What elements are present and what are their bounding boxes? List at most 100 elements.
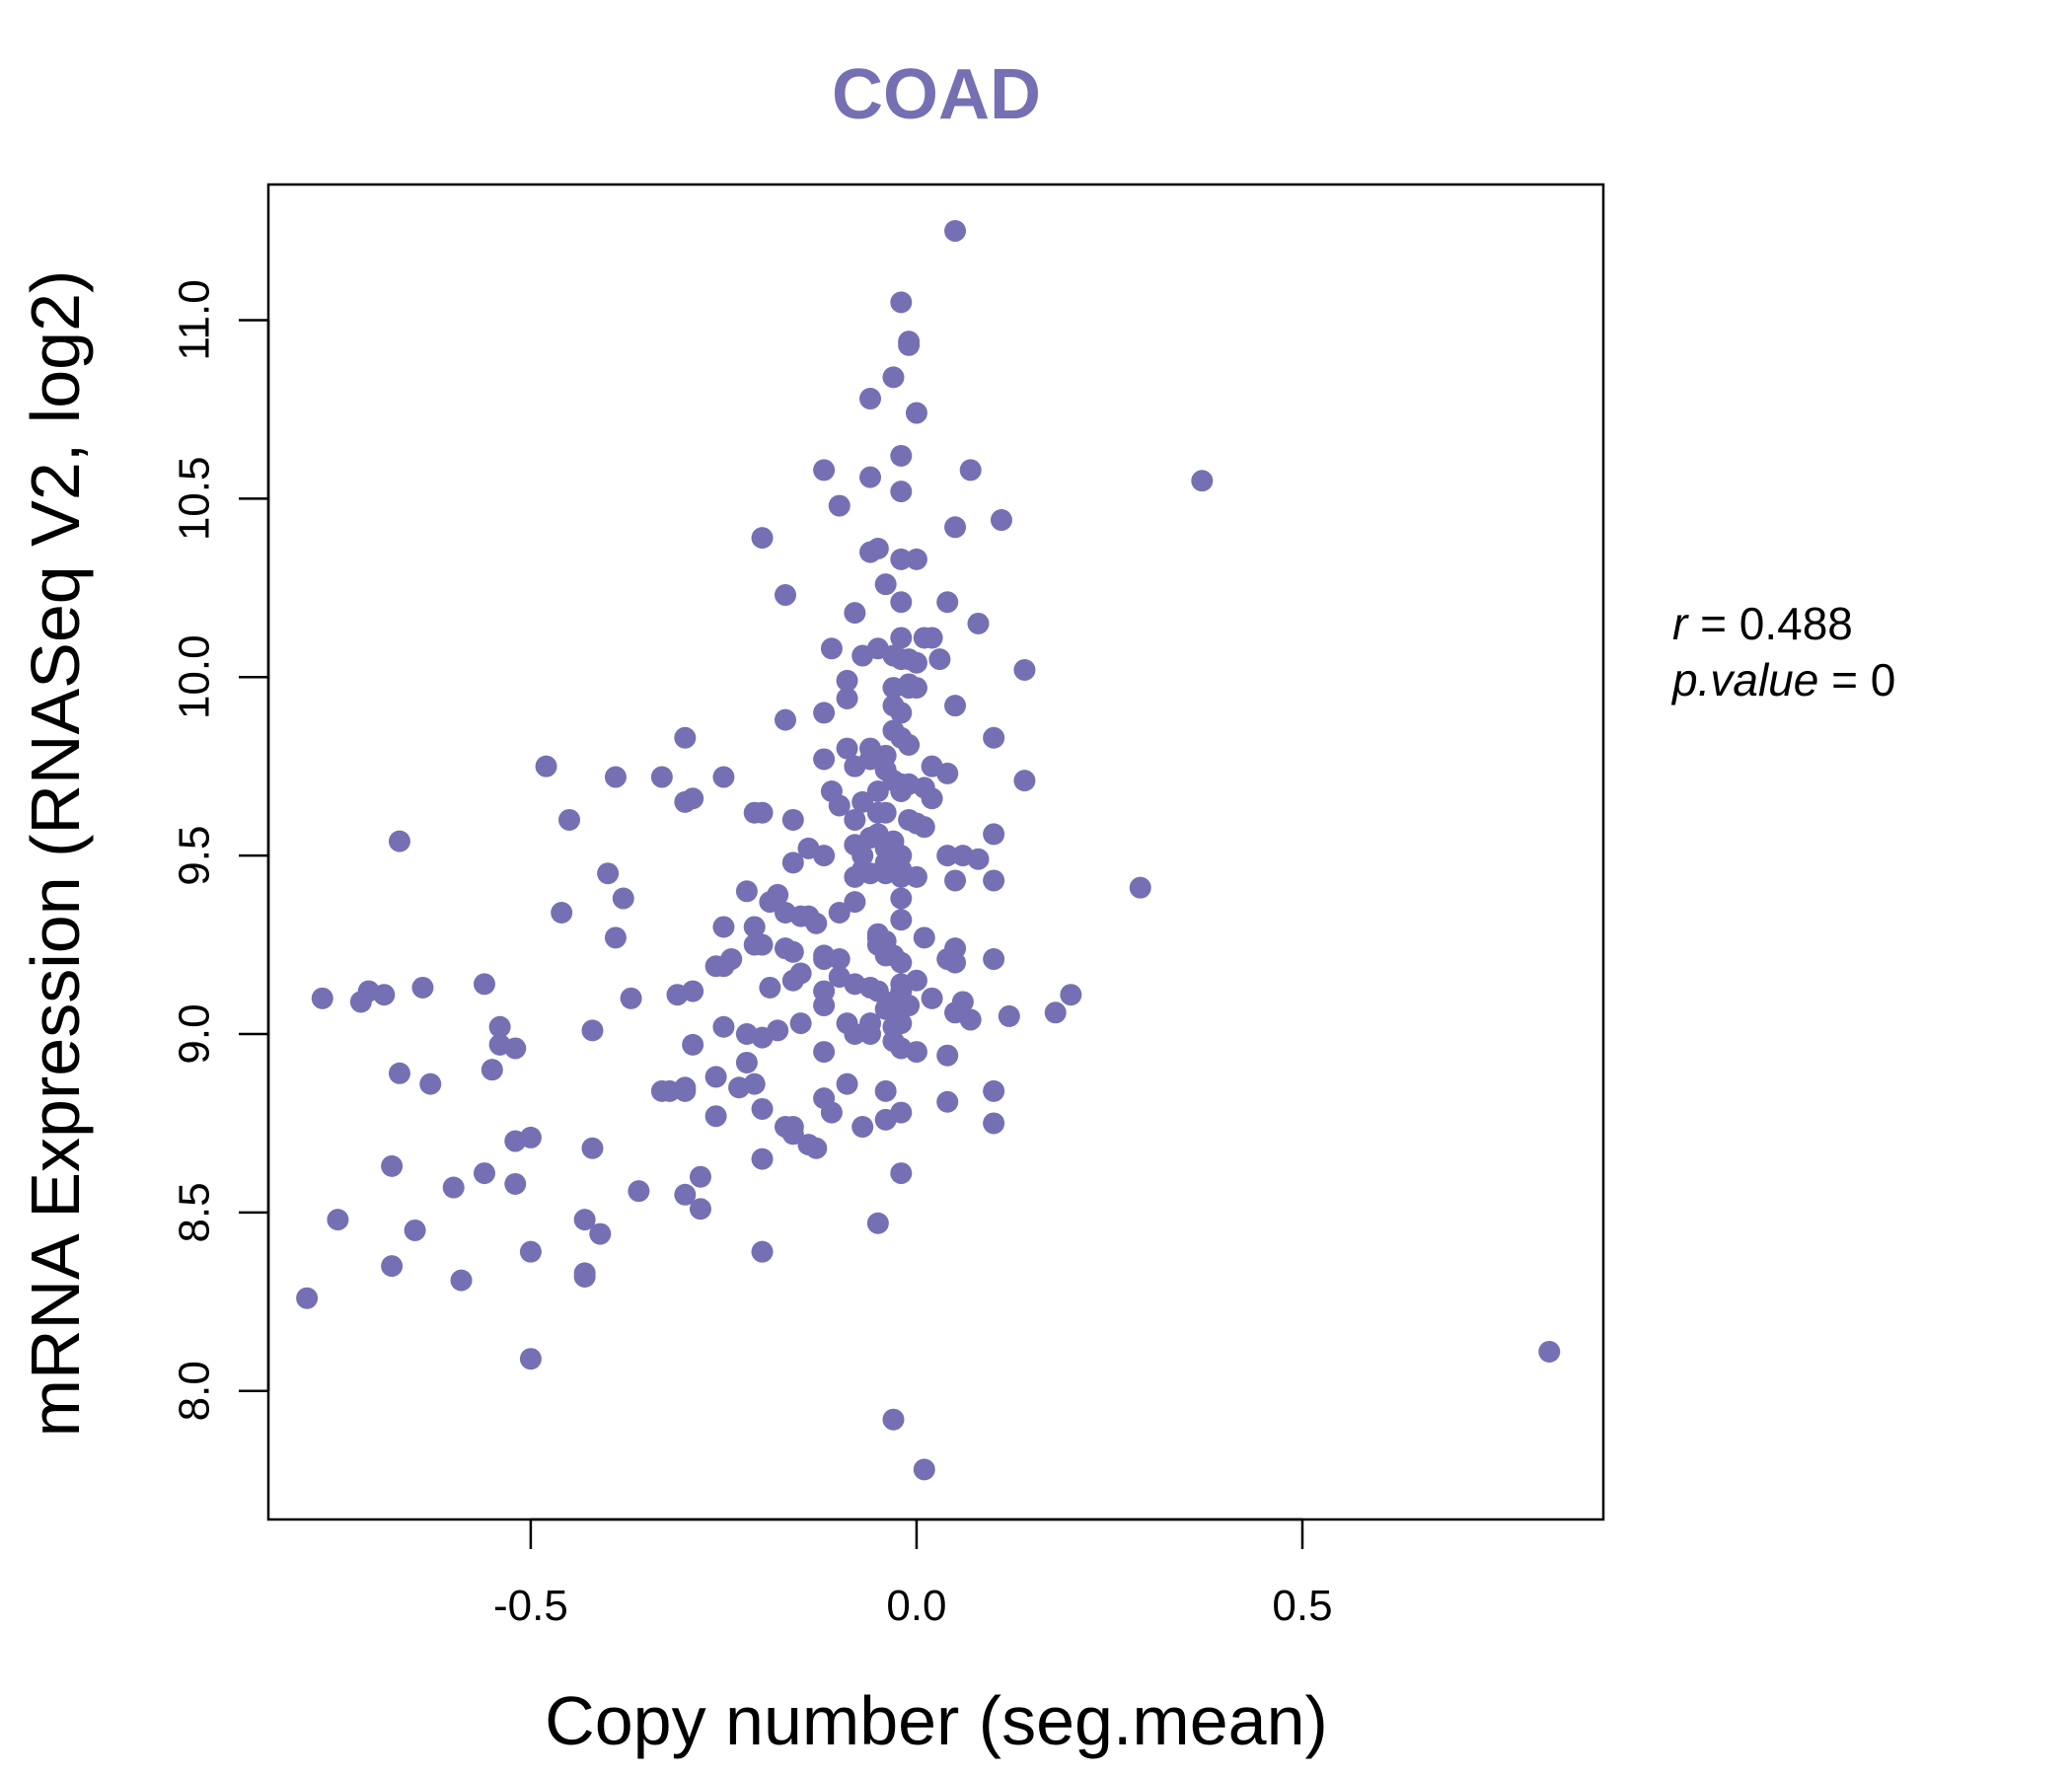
data-point bbox=[388, 1062, 410, 1084]
y-tick-label: 10.0 bbox=[171, 634, 219, 719]
data-point bbox=[774, 937, 796, 960]
data-point bbox=[311, 987, 333, 1009]
data-point bbox=[890, 909, 913, 931]
data-point bbox=[743, 933, 766, 956]
data-point bbox=[751, 1147, 774, 1170]
data-point bbox=[813, 1041, 836, 1064]
data-point bbox=[983, 726, 1005, 749]
data-point bbox=[813, 948, 836, 971]
data-point bbox=[890, 951, 913, 974]
data-point bbox=[481, 1059, 503, 1081]
data-point bbox=[820, 637, 843, 660]
x-tick-label: 0.0 bbox=[886, 1582, 946, 1630]
data-point bbox=[813, 748, 836, 771]
x-tick-label: 0.5 bbox=[1272, 1582, 1332, 1630]
data-point bbox=[674, 1183, 697, 1206]
data-point bbox=[704, 1105, 727, 1128]
data-point bbox=[751, 527, 774, 550]
y-tick-label: 10.5 bbox=[171, 457, 219, 542]
data-point bbox=[781, 1123, 804, 1146]
data-point bbox=[882, 677, 905, 700]
y-tick-label: 8.0 bbox=[171, 1361, 219, 1421]
data-point bbox=[898, 733, 921, 756]
data-point bbox=[882, 995, 905, 1017]
data-point bbox=[936, 591, 959, 614]
data-point bbox=[851, 790, 874, 813]
data-point bbox=[597, 862, 620, 885]
data-point bbox=[859, 1023, 882, 1045]
data-point bbox=[751, 1240, 774, 1263]
data-point bbox=[844, 1023, 866, 1045]
data-point bbox=[712, 916, 735, 938]
data-point bbox=[805, 1137, 828, 1159]
data-point bbox=[774, 708, 796, 731]
data-point bbox=[990, 509, 1012, 532]
data-point bbox=[781, 851, 804, 874]
data-point bbox=[813, 702, 836, 724]
data-point bbox=[998, 1004, 1020, 1027]
data-point bbox=[674, 790, 697, 813]
data-point bbox=[473, 1162, 495, 1185]
y-axis: 8.0 8.5 9.0 9.5 10.0 10.5 11.0 bbox=[171, 279, 270, 1421]
y-tick-label: 11.0 bbox=[171, 279, 219, 360]
data-point bbox=[735, 880, 758, 903]
data-point bbox=[828, 948, 851, 971]
p-symbol: p.value bbox=[1670, 654, 1818, 705]
plot-frame bbox=[266, 183, 1605, 1521]
data-point bbox=[674, 1079, 697, 1102]
y-tick-label: 9.0 bbox=[171, 1003, 219, 1064]
data-point bbox=[797, 905, 820, 927]
data-point bbox=[589, 1222, 612, 1245]
data-point bbox=[936, 1044, 959, 1067]
data-point bbox=[381, 1255, 404, 1278]
data-point bbox=[913, 816, 935, 839]
data-point bbox=[967, 612, 990, 634]
data-point bbox=[573, 1266, 596, 1288]
data-point bbox=[712, 1015, 735, 1038]
data-point bbox=[612, 887, 634, 910]
data-point bbox=[944, 220, 967, 243]
data-point bbox=[967, 848, 990, 870]
data-point bbox=[844, 891, 866, 914]
data-point bbox=[898, 333, 921, 356]
r-statistic: r = 0.488 bbox=[1672, 598, 1853, 649]
data-point bbox=[674, 726, 697, 749]
data-point bbox=[1191, 470, 1214, 492]
data-point bbox=[828, 794, 851, 817]
data-point bbox=[983, 1112, 1005, 1135]
data-point bbox=[689, 1165, 711, 1188]
x-axis-title: Copy number (seg.mean) bbox=[545, 1682, 1328, 1759]
data-point bbox=[905, 651, 927, 674]
data-point bbox=[844, 755, 866, 777]
y-tick-label: 9.5 bbox=[171, 826, 219, 886]
data-point bbox=[890, 773, 913, 795]
data-point bbox=[820, 1101, 843, 1124]
data-point bbox=[388, 830, 410, 852]
data-point bbox=[844, 602, 866, 625]
data-point bbox=[735, 1051, 758, 1073]
data-point bbox=[890, 702, 913, 724]
data-point bbox=[859, 466, 882, 488]
data-point bbox=[581, 1137, 604, 1159]
data-point bbox=[944, 951, 967, 974]
data-point bbox=[983, 869, 1005, 892]
data-point bbox=[959, 1008, 982, 1031]
data-point bbox=[682, 1033, 704, 1056]
data-point bbox=[658, 1079, 681, 1102]
data-point bbox=[296, 1287, 319, 1309]
data-point bbox=[882, 1408, 905, 1431]
data-point bbox=[866, 923, 889, 945]
data-point bbox=[551, 902, 573, 924]
data-point bbox=[936, 845, 959, 867]
x-tick-label: -0.5 bbox=[493, 1582, 568, 1630]
data-point bbox=[781, 969, 804, 992]
data-point bbox=[844, 808, 866, 831]
data-point bbox=[882, 366, 905, 389]
data-point bbox=[882, 719, 905, 742]
data-point bbox=[859, 388, 882, 410]
data-point bbox=[712, 766, 735, 788]
data-point bbox=[890, 591, 913, 614]
data-point bbox=[581, 1019, 604, 1042]
data-point bbox=[349, 991, 372, 1013]
data-point bbox=[704, 1066, 727, 1088]
